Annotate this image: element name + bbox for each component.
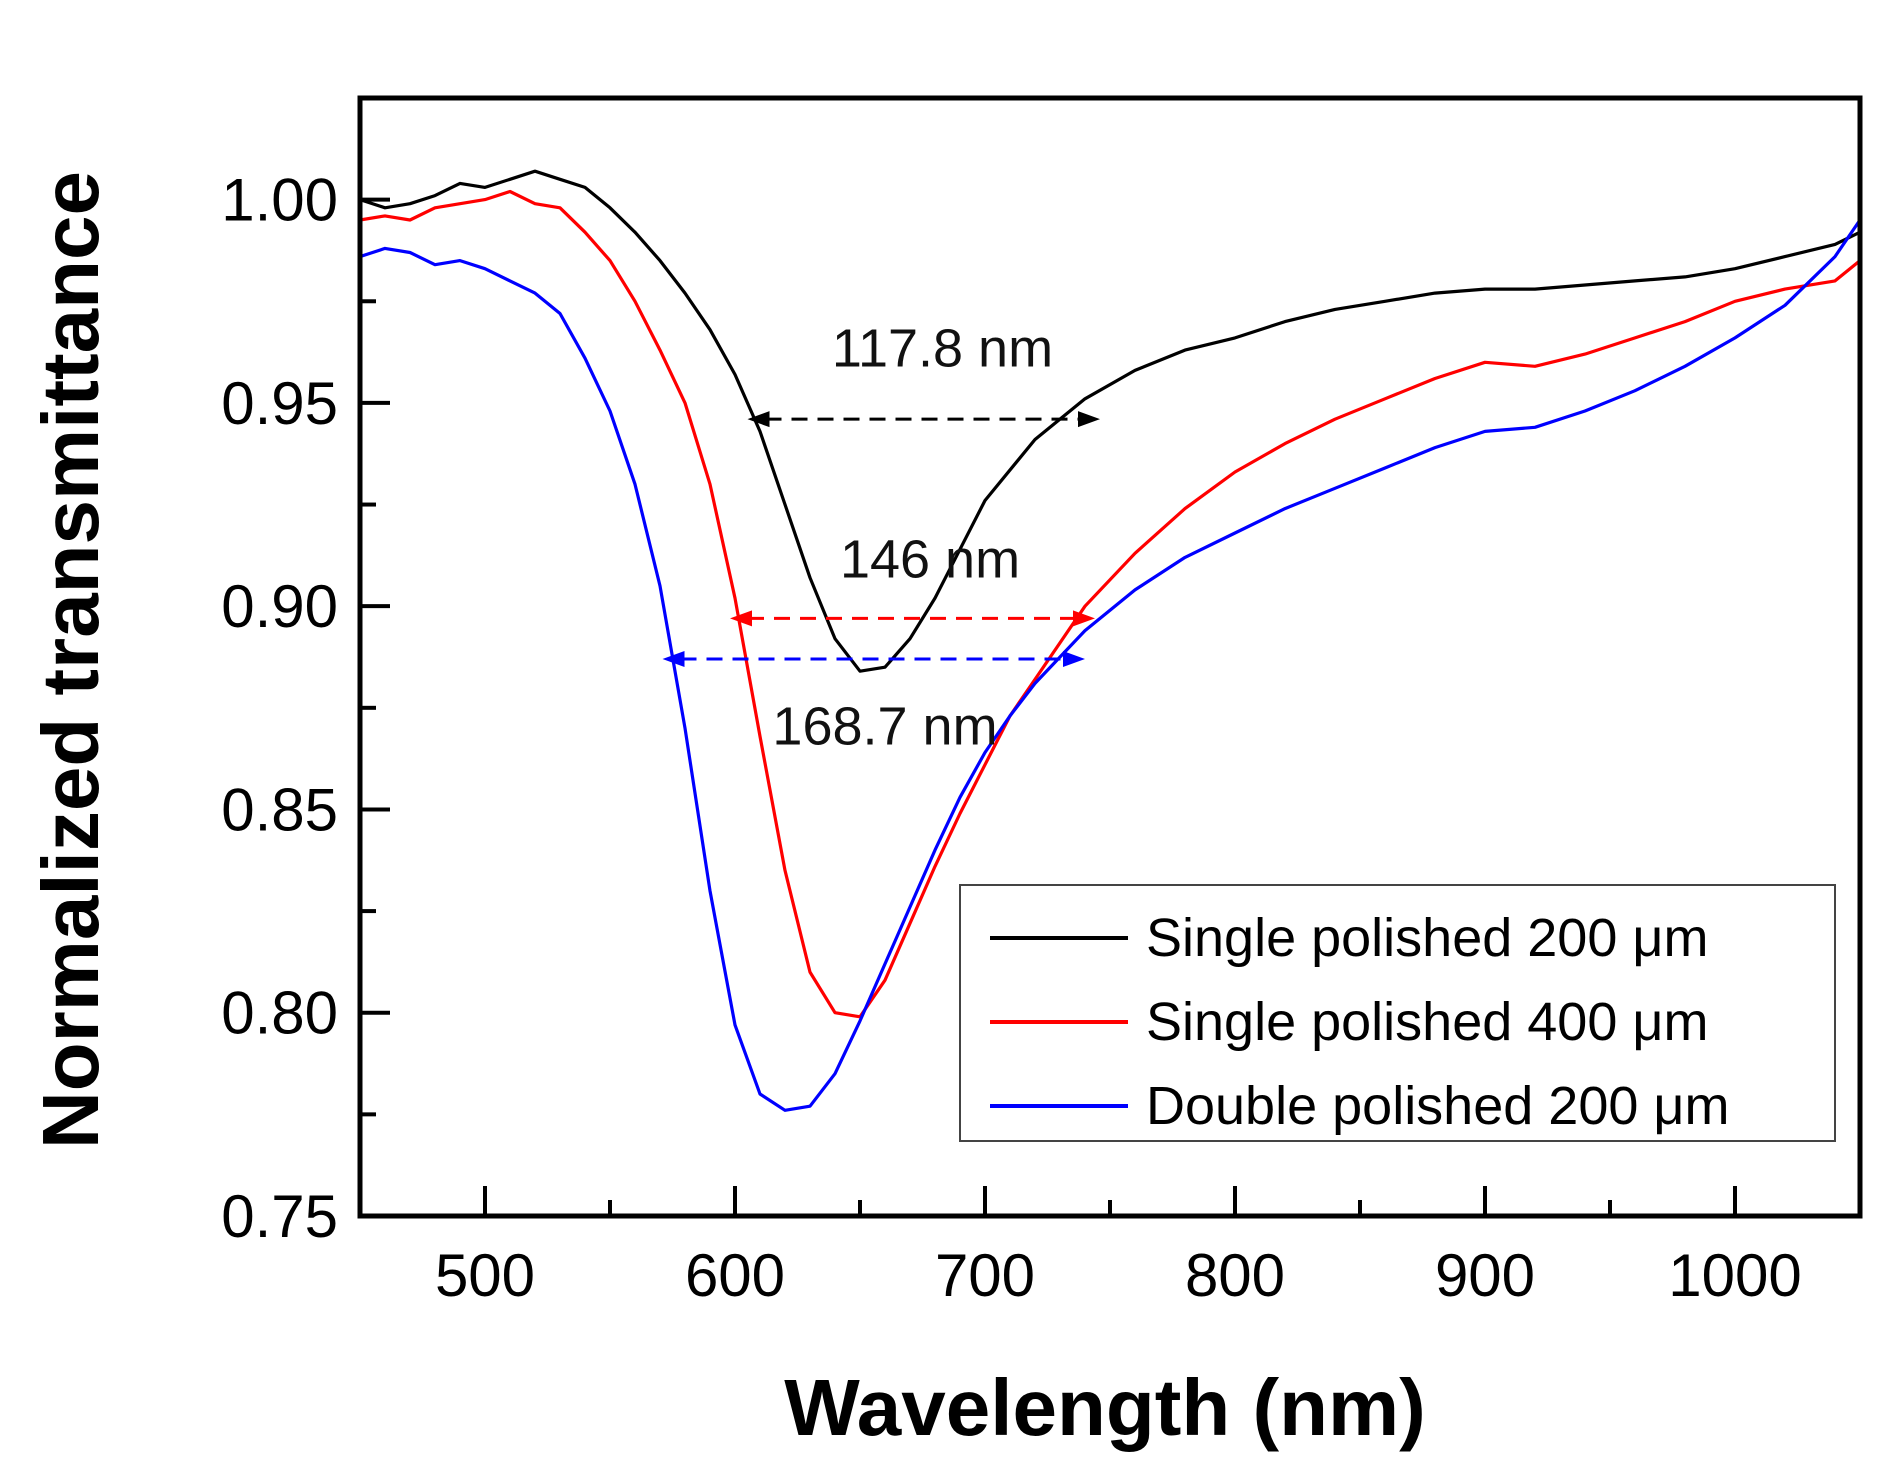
x-tick-label: 800 bbox=[1185, 1242, 1285, 1309]
y-tick-label: 0.75 bbox=[221, 1183, 338, 1250]
y-tick-label: 0.90 bbox=[221, 573, 338, 640]
x-tick-label: 700 bbox=[935, 1242, 1035, 1309]
series-line-2 bbox=[359, 189, 1862, 1019]
fwhm-arrowhead-right-2 bbox=[1073, 610, 1095, 627]
legend-label-1: Single polished 200 μm bbox=[1146, 908, 1708, 968]
series-line-3 bbox=[359, 219, 1862, 1112]
legend-box bbox=[959, 884, 1836, 1142]
fwhm-arrowhead-left-2 bbox=[730, 610, 752, 627]
axis-layer: 500 600 700 800 900 1000 0.75 0.80 0.85 0.90 0.95 1… bbox=[221, 167, 1862, 1309]
x-tick-label: 1000 bbox=[1668, 1242, 1801, 1309]
x-axis-label: Wavelength (nm) bbox=[784, 1363, 1425, 1452]
y-tick-label: 0.85 bbox=[221, 776, 338, 843]
fwhm-label-3: 168.7 nm bbox=[772, 696, 997, 756]
series-line-1 bbox=[359, 169, 1861, 673]
series-layer bbox=[359, 169, 1862, 1112]
fwhm-arrowhead-right-3 bbox=[1063, 651, 1085, 668]
y-tick-label: 0.95 bbox=[221, 370, 338, 437]
legend: Single polished 200 μm Single polished 40… bbox=[959, 884, 1836, 1142]
x-tick-label: 500 bbox=[435, 1242, 535, 1309]
y-tick-label: 1.00 bbox=[221, 167, 338, 234]
fwhm-label-1: 117.8 nm bbox=[832, 318, 1053, 378]
fwhm-arrowhead-right-1 bbox=[1078, 411, 1100, 428]
y-tick-label: 0.80 bbox=[221, 980, 338, 1047]
x-tick-label: 900 bbox=[1435, 1242, 1535, 1309]
y-axis-label: Normalized transmittance bbox=[26, 171, 115, 1149]
annotation-layer: 117.8 nm 146 nm 168.7 nm bbox=[662, 318, 1100, 756]
fwhm-arrowhead-left-3 bbox=[662, 651, 685, 668]
legend-label-3: Double polished 200 μm bbox=[1146, 1076, 1729, 1136]
x-tick-label: 600 bbox=[685, 1242, 785, 1309]
legend-label-2: Single polished 400 μm bbox=[1146, 992, 1708, 1052]
fwhm-arrowhead-left-1 bbox=[747, 411, 770, 428]
fwhm-label-2: 146 nm bbox=[840, 530, 1020, 590]
